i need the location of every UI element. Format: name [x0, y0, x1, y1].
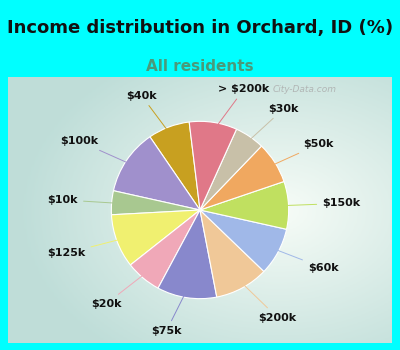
Text: $150k: $150k: [281, 198, 360, 208]
Wedge shape: [112, 210, 200, 265]
Text: $40k: $40k: [126, 91, 171, 135]
Wedge shape: [200, 210, 264, 297]
Text: $100k: $100k: [60, 136, 133, 165]
Text: Income distribution in Orchard, ID (%): Income distribution in Orchard, ID (%): [7, 19, 393, 37]
Text: City-Data.com: City-Data.com: [272, 85, 336, 94]
Wedge shape: [130, 210, 200, 288]
Text: All residents: All residents: [146, 58, 254, 74]
Text: $30k: $30k: [246, 104, 299, 144]
Wedge shape: [158, 210, 217, 299]
Wedge shape: [150, 122, 200, 210]
Text: $125k: $125k: [47, 238, 124, 258]
Text: $75k: $75k: [151, 290, 187, 336]
Text: $200k: $200k: [239, 280, 296, 322]
Text: $60k: $60k: [271, 248, 338, 273]
Wedge shape: [200, 210, 286, 272]
Wedge shape: [200, 146, 284, 210]
Wedge shape: [114, 137, 200, 210]
Text: $50k: $50k: [268, 139, 334, 167]
Text: $10k: $10k: [48, 195, 120, 205]
Text: $20k: $20k: [91, 272, 148, 309]
Wedge shape: [111, 191, 200, 215]
Wedge shape: [189, 121, 236, 210]
Wedge shape: [200, 182, 289, 229]
Text: > $200k: > $200k: [213, 84, 270, 131]
Wedge shape: [200, 129, 262, 210]
